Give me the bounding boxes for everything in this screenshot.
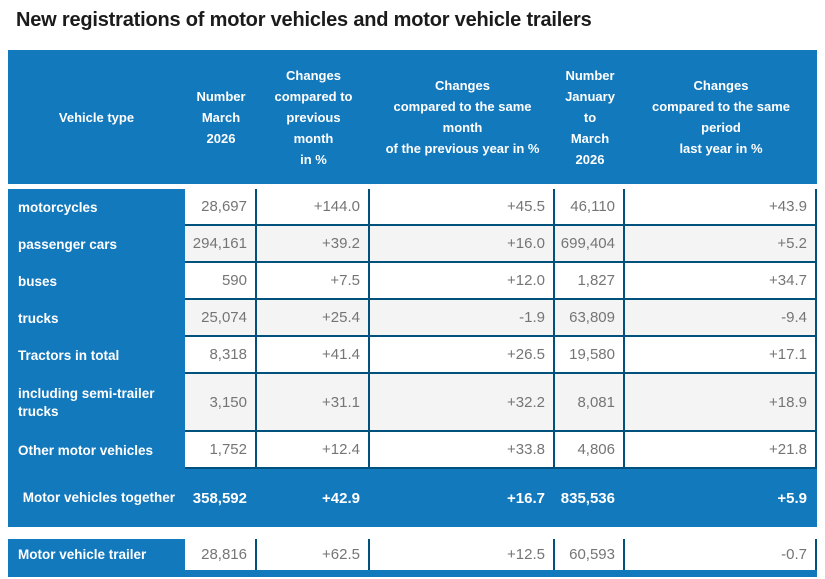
cell-change-prev-month: +25.4 bbox=[257, 300, 370, 337]
col-header-number-march: Number March 2026 bbox=[196, 88, 246, 146]
cell-change-same-period: +17.1 bbox=[625, 337, 817, 374]
cell-change-same-period: -0.7 bbox=[625, 539, 817, 570]
cell-number-march: 590 bbox=[185, 263, 257, 300]
cell-change-same-period: +5.9 bbox=[625, 469, 817, 527]
cell-change-same-month-prev-year: -1.9 bbox=[370, 300, 555, 337]
cell-change-same-month-prev-year: +26.5 bbox=[370, 337, 555, 374]
table-row: trucks 25,074 +25.4 -1.9 63,809 -9.4 bbox=[8, 300, 817, 337]
table-row: Motor vehicle trailer 28,816 +62.5 +12.5… bbox=[8, 539, 817, 570]
cell-change-same-month-prev-year: +33.8 bbox=[370, 432, 555, 469]
table-row: motorcycles 28,697 +144.0 +45.5 46,110 +… bbox=[8, 189, 817, 226]
vehicle-type-cell: Tractors in total bbox=[8, 337, 185, 374]
cell-number-jan-mar: 4,806 bbox=[555, 432, 625, 469]
cell-number-march: 3,150 bbox=[185, 374, 257, 432]
cell-change-same-month-prev-year: +16.0 bbox=[370, 226, 555, 263]
cell-number-march: 8,318 bbox=[185, 337, 257, 374]
cell-change-same-period: +21.8 bbox=[625, 432, 817, 469]
cell-number-march: 1,752 bbox=[185, 432, 257, 469]
vehicle-type-cell: passenger cars bbox=[8, 226, 185, 263]
cell-number-jan-mar: 1,827 bbox=[555, 263, 625, 300]
col-header-change-prev-month: Changes compared to previous month in % bbox=[274, 67, 353, 167]
cell-change-same-period: -9.4 bbox=[625, 300, 817, 337]
cell-number-march: 25,074 bbox=[185, 300, 257, 337]
cell-change-prev-month: +39.2 bbox=[257, 226, 370, 263]
cell-change-same-month-prev-year: +16.7 bbox=[370, 469, 555, 527]
cell-change-prev-month: +42.9 bbox=[257, 469, 370, 527]
col-header-change-same-month-prev-year: Changes compared to the same month of th… bbox=[385, 78, 540, 156]
cell-number-march: 28,816 bbox=[185, 539, 257, 570]
table-bottom-bar bbox=[8, 570, 817, 577]
table-header-row: Vehicle type Number March 2026 Changes c… bbox=[8, 50, 817, 184]
cell-change-prev-month: +12.4 bbox=[257, 432, 370, 469]
cell-number-jan-mar: 8,081 bbox=[555, 374, 625, 432]
cell-change-same-period: +5.2 bbox=[625, 226, 817, 263]
cell-number-jan-mar: 835,536 bbox=[555, 469, 625, 527]
cell-change-prev-month: +7.5 bbox=[257, 263, 370, 300]
cell-change-prev-month: +31.1 bbox=[257, 374, 370, 432]
cell-change-same-month-prev-year: +12.0 bbox=[370, 263, 555, 300]
vehicle-type-cell: including semi-trailer trucks bbox=[8, 374, 185, 432]
cell-change-prev-month: +144.0 bbox=[257, 189, 370, 226]
table-body: motorcycles 28,697 +144.0 +45.5 46,110 +… bbox=[8, 189, 817, 570]
table-row: passenger cars 294,161 +39.2 +16.0 699,4… bbox=[8, 226, 817, 263]
cell-change-same-period: +18.9 bbox=[625, 374, 817, 432]
col-header-number-jan-mar: Number January to March 2026 bbox=[565, 67, 615, 167]
cell-number-march: 28,697 bbox=[185, 189, 257, 226]
vehicle-type-cell: Other motor vehicles bbox=[8, 432, 185, 469]
vehicle-type-cell: buses bbox=[8, 263, 185, 300]
table-row: including semi-trailer trucks 3,150 +31.… bbox=[8, 374, 817, 432]
page-title: New registrations of motor vehicles and … bbox=[16, 9, 592, 31]
cell-change-same-month-prev-year: +12.5 bbox=[370, 539, 555, 570]
vehicle-type-cell: Motor vehicles together bbox=[8, 469, 185, 527]
table-row: Tractors in total 8,318 +41.4 +26.5 19,5… bbox=[8, 337, 817, 374]
cell-change-same-month-prev-year: +45.5 bbox=[370, 189, 555, 226]
col-header-change-same-period: Changes compared to the same period last… bbox=[652, 78, 790, 156]
registrations-table: Vehicle type Number March 2026 Changes c… bbox=[8, 50, 817, 577]
cell-change-same-month-prev-year: +32.2 bbox=[370, 374, 555, 432]
cell-number-jan-mar: 699,404 bbox=[555, 226, 625, 263]
col-header-vehicle-type: Vehicle type bbox=[58, 109, 135, 125]
cell-number-jan-mar: 60,593 bbox=[555, 539, 625, 570]
vehicle-type-cell: motorcycles bbox=[8, 189, 185, 226]
table-row: Motor vehicles together 358,592 +42.9 +1… bbox=[8, 469, 817, 527]
cell-number-march: 358,592 bbox=[185, 469, 257, 527]
cell-change-same-period: +43.9 bbox=[625, 189, 817, 226]
cell-number-march: 294,161 bbox=[185, 226, 257, 263]
vehicle-type-cell: trucks bbox=[8, 300, 185, 337]
cell-change-prev-month: +41.4 bbox=[257, 337, 370, 374]
table-row: Other motor vehicles 1,752 +12.4 +33.8 4… bbox=[8, 432, 817, 469]
cell-number-jan-mar: 19,580 bbox=[555, 337, 625, 374]
table-row: buses 590 +7.5 +12.0 1,827 +34.7 bbox=[8, 263, 817, 300]
cell-number-jan-mar: 46,110 bbox=[555, 189, 625, 226]
cell-change-same-period: +34.7 bbox=[625, 263, 817, 300]
vehicle-type-cell: Motor vehicle trailer bbox=[8, 539, 185, 570]
cell-change-prev-month: +62.5 bbox=[257, 539, 370, 570]
cell-number-jan-mar: 63,809 bbox=[555, 300, 625, 337]
